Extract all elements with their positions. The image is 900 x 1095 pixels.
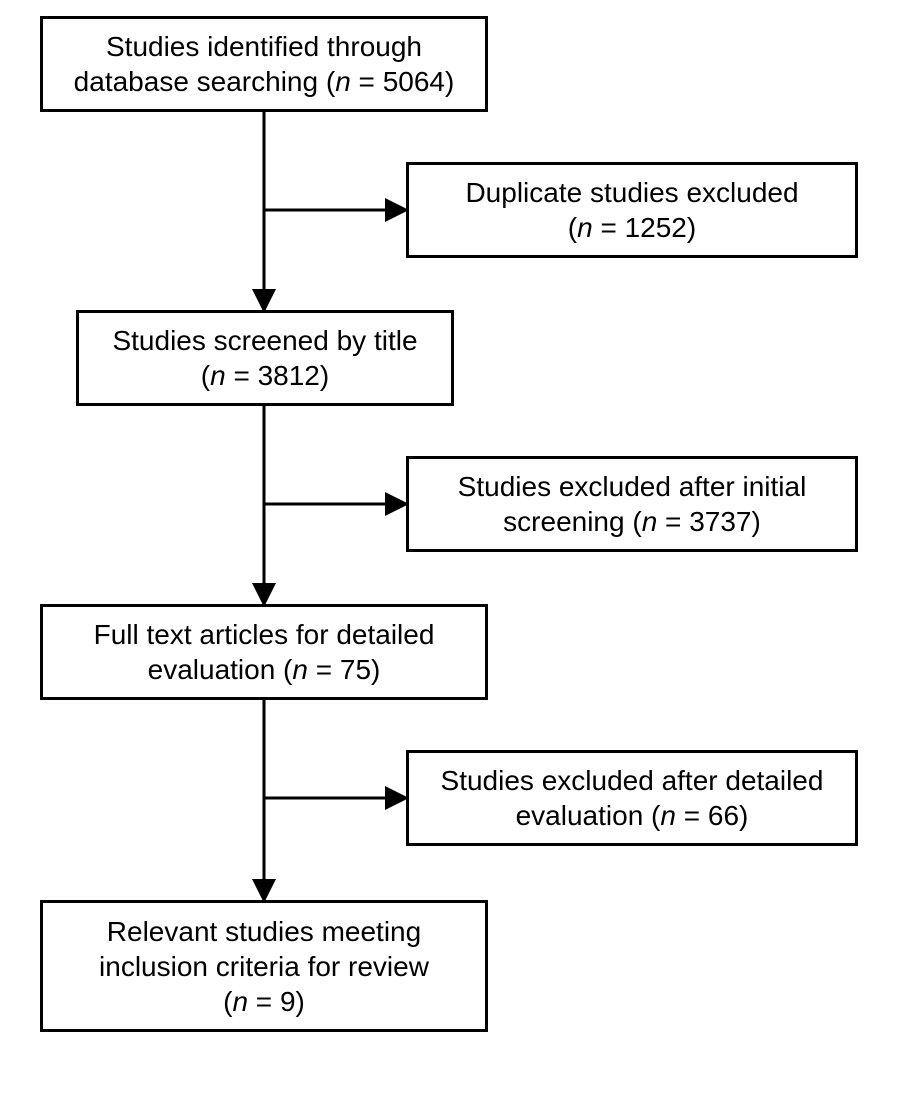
text: Studies excluded after detailed <box>441 765 824 796</box>
node-screened-label: Studies screened by title (n = 3812) <box>112 323 417 393</box>
node-fulltext-label: Full text articles for detailed evaluati… <box>94 617 435 687</box>
text: ) <box>687 212 696 243</box>
node-excluded-detailed: Studies excluded after detailed evaluati… <box>406 750 858 846</box>
node-relevant: Relevant studies meeting inclusion crite… <box>40 900 488 1032</box>
text: Duplicate studies excluded <box>465 177 798 208</box>
n-value: 5064 <box>383 66 445 97</box>
text: Studies identified through <box>106 31 422 62</box>
text: evaluation ( <box>516 800 661 831</box>
text: = <box>226 360 258 391</box>
text: = <box>248 986 280 1017</box>
text: screening ( <box>503 506 642 537</box>
n-value: 3737 <box>689 506 751 537</box>
n-var: n <box>642 506 658 537</box>
node-duplicates: Duplicate studies excluded (n = 1252) <box>406 162 858 258</box>
text: ) <box>445 66 454 97</box>
node-fulltext: Full text articles for detailed evaluati… <box>40 604 488 700</box>
node-excluded-initial-label: Studies excluded after initial screening… <box>458 469 807 539</box>
n-value: 66 <box>708 800 739 831</box>
text: = <box>351 66 383 97</box>
text: = <box>676 800 708 831</box>
flowchart-canvas: Studies identified through database sear… <box>0 0 900 1095</box>
n-var: n <box>210 360 226 391</box>
text: = <box>657 506 689 537</box>
node-identified-label: Studies identified through database sear… <box>74 29 455 99</box>
text: Studies screened by title <box>112 325 417 356</box>
n-var: n <box>292 654 308 685</box>
text: ) <box>296 986 305 1017</box>
text: Full text articles for detailed <box>94 619 435 650</box>
n-var: n <box>232 986 248 1017</box>
node-screened: Studies screened by title (n = 3812) <box>76 310 454 406</box>
n-var: n <box>577 212 593 243</box>
n-value: 1252 <box>625 212 687 243</box>
text: Studies excluded after initial <box>458 471 807 502</box>
text: ( <box>568 212 577 243</box>
text: inclusion criteria for review <box>99 951 429 982</box>
text: ) <box>320 360 329 391</box>
n-value: 3812 <box>258 360 320 391</box>
node-duplicates-label: Duplicate studies excluded (n = 1252) <box>465 175 798 245</box>
text: ) <box>751 506 760 537</box>
text: database searching ( <box>74 66 336 97</box>
node-relevant-label: Relevant studies meeting inclusion crite… <box>99 914 429 1019</box>
node-excluded-initial: Studies excluded after initial screening… <box>406 456 858 552</box>
n-value: 9 <box>280 986 296 1017</box>
n-value: 75 <box>340 654 371 685</box>
text: Relevant studies meeting <box>107 916 421 947</box>
text: = <box>308 654 340 685</box>
text: ( <box>201 360 210 391</box>
n-var: n <box>660 800 676 831</box>
node-excluded-detailed-label: Studies excluded after detailed evaluati… <box>441 763 824 833</box>
text: ) <box>371 654 380 685</box>
text: = <box>593 212 625 243</box>
node-identified: Studies identified through database sear… <box>40 16 488 112</box>
n-var: n <box>335 66 351 97</box>
text: evaluation ( <box>148 654 293 685</box>
text: ) <box>739 800 748 831</box>
